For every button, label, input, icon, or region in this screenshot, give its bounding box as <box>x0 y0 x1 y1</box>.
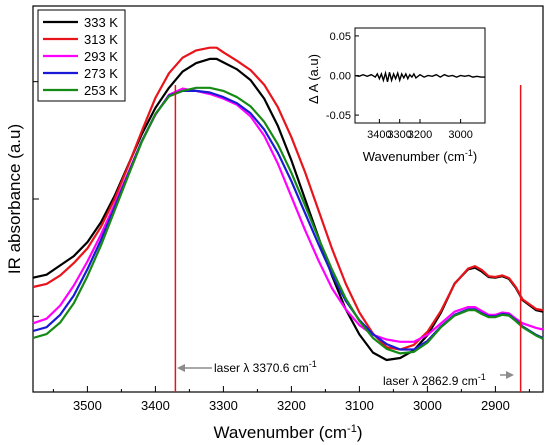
inset-x-tick-label: 3200 <box>408 129 432 141</box>
x-tick-label: 2900 <box>481 398 510 413</box>
x-tick-label: 3100 <box>345 398 374 413</box>
inset-x-tick-label: 3300 <box>387 129 411 141</box>
legend-label-253k: 253 K <box>84 83 118 98</box>
annotation-arrowhead-1 <box>177 364 185 372</box>
series-line-313k <box>32 46 544 351</box>
annotation-laser-2: laser λ 2862.9 cm-1 <box>383 371 514 388</box>
main-x-ticks: 3500 3400 3300 3200 3100 3000 2900 <box>52 386 530 413</box>
inset-y-ticks: 0.05 0.00 -0.05 <box>326 31 359 122</box>
inset-y-axis-title: Δ A (a.u) <box>306 54 321 104</box>
series-line-253k <box>32 86 544 355</box>
annotation-arrowhead-2 <box>506 371 514 379</box>
inset-y-tick-label: 0.05 <box>330 31 351 43</box>
x-tick-label: 3000 <box>413 398 442 413</box>
laser-marker-group <box>174 85 522 392</box>
x-tick-label: 3500 <box>73 398 102 413</box>
x-tick-label: 3300 <box>209 398 238 413</box>
inset-series-group <box>354 70 485 83</box>
legend-label-293k: 293 K <box>84 49 118 64</box>
series-line-293k <box>32 87 544 343</box>
annotation-laser-1: laser λ 3370.6 cm-1 <box>177 359 317 375</box>
inset-x-tick-label: 3400 <box>367 129 391 141</box>
inset-x-axis-title: Wavenumber (cm-1) <box>363 148 477 164</box>
annotation-label-1: laser λ 3370.6 cm-1 <box>214 359 317 375</box>
legend-label-333k: 333 K <box>84 15 118 30</box>
legend: 333 K 313 K 293 K 273 K 253 K <box>37 9 126 102</box>
main-plot-area: 3500 3400 3300 3200 3100 3000 2900 <box>32 46 544 413</box>
x-tick-label: 3400 <box>141 398 170 413</box>
inset-y-tick-label: 0.00 <box>330 71 351 83</box>
inset-x-tick-label: 3000 <box>448 129 472 141</box>
annotation-label-2: laser λ 2862.9 cm-1 <box>383 372 486 388</box>
inset-series-line <box>354 70 485 83</box>
main-series-group <box>32 46 544 362</box>
legend-label-273k: 273 K <box>84 66 118 81</box>
legend-label-313k: 313 K <box>84 32 118 47</box>
main-y-ticks <box>33 81 39 317</box>
main-y-axis-title: IR absorbance (a.u) <box>5 124 24 274</box>
inset-y-tick-label: -0.05 <box>326 110 351 122</box>
main-x-axis-title: Wavenumber (cm-1) <box>214 423 363 442</box>
x-tick-label: 3200 <box>277 398 306 413</box>
